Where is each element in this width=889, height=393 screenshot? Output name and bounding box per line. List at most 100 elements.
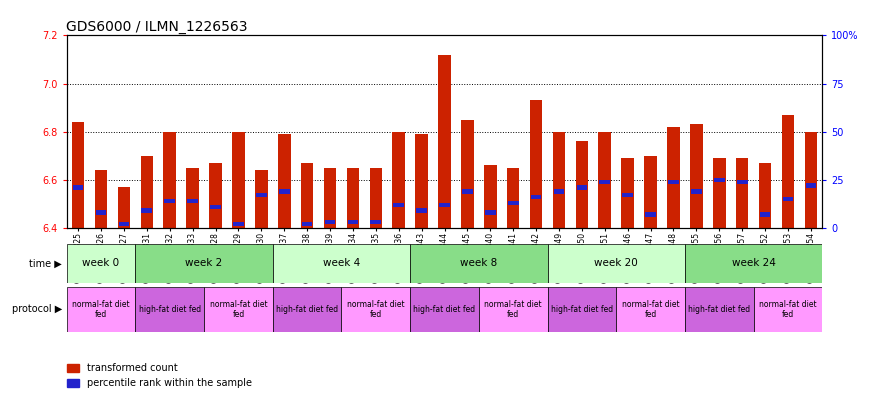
Text: week 2: week 2 bbox=[186, 258, 222, 268]
Bar bbox=[691, 189, 701, 193]
Bar bbox=[187, 168, 199, 228]
Bar bbox=[273, 244, 410, 283]
Bar bbox=[301, 222, 312, 226]
Bar bbox=[73, 185, 84, 190]
Bar bbox=[485, 210, 496, 215]
Bar bbox=[67, 244, 135, 283]
Bar bbox=[210, 205, 220, 209]
Text: high-fat diet fed: high-fat diet fed bbox=[276, 305, 338, 314]
Text: time ▶: time ▶ bbox=[29, 258, 62, 268]
Bar bbox=[645, 212, 656, 217]
Bar bbox=[685, 244, 822, 283]
Bar bbox=[438, 55, 451, 228]
Text: normal-fat diet
fed: normal-fat diet fed bbox=[485, 300, 542, 319]
Bar bbox=[209, 163, 222, 228]
Text: normal-fat diet
fed: normal-fat diet fed bbox=[621, 300, 679, 319]
Bar bbox=[669, 180, 679, 184]
Bar bbox=[140, 156, 153, 228]
Bar bbox=[204, 287, 273, 332]
Bar bbox=[324, 168, 336, 228]
Bar bbox=[577, 185, 588, 190]
Bar bbox=[96, 210, 107, 215]
Bar bbox=[754, 287, 822, 332]
Bar bbox=[554, 189, 565, 193]
Text: week 24: week 24 bbox=[732, 258, 775, 268]
Bar bbox=[645, 156, 657, 228]
Bar bbox=[256, 193, 267, 197]
Text: normal-fat diet
fed: normal-fat diet fed bbox=[210, 300, 268, 319]
Bar bbox=[141, 208, 152, 213]
Bar bbox=[667, 127, 680, 228]
Text: normal-fat diet
fed: normal-fat diet fed bbox=[347, 300, 404, 319]
Bar bbox=[782, 197, 793, 201]
Bar bbox=[805, 184, 816, 188]
Bar bbox=[714, 178, 725, 182]
Bar bbox=[117, 187, 130, 228]
Bar bbox=[255, 170, 268, 228]
Bar bbox=[553, 132, 565, 228]
Bar bbox=[484, 165, 497, 228]
Text: week 4: week 4 bbox=[323, 258, 360, 268]
Bar bbox=[233, 222, 244, 226]
Text: GDS6000 / ILMN_1226563: GDS6000 / ILMN_1226563 bbox=[66, 20, 247, 34]
Text: week 0: week 0 bbox=[83, 258, 120, 268]
Bar bbox=[713, 158, 725, 228]
Bar bbox=[188, 199, 198, 203]
Bar bbox=[164, 199, 175, 203]
Bar bbox=[371, 220, 381, 224]
Bar bbox=[575, 141, 589, 228]
Bar bbox=[416, 208, 427, 213]
Bar bbox=[531, 195, 541, 199]
Bar bbox=[135, 244, 273, 283]
Bar bbox=[118, 222, 129, 226]
Text: protocol ▶: protocol ▶ bbox=[12, 305, 62, 314]
Bar bbox=[348, 220, 358, 224]
Bar bbox=[690, 125, 702, 228]
Bar bbox=[462, 189, 473, 193]
Text: week 8: week 8 bbox=[461, 258, 498, 268]
Bar bbox=[461, 119, 474, 228]
Bar bbox=[548, 287, 616, 332]
Text: normal-fat diet
fed: normal-fat diet fed bbox=[72, 300, 130, 319]
Bar bbox=[300, 163, 314, 228]
Bar bbox=[393, 203, 404, 207]
Bar bbox=[805, 132, 817, 228]
Text: high-fat diet fed: high-fat diet fed bbox=[139, 305, 201, 314]
Text: high-fat diet fed: high-fat diet fed bbox=[551, 305, 613, 314]
Bar bbox=[67, 287, 135, 332]
Bar bbox=[415, 134, 428, 228]
Text: normal-fat diet
fed: normal-fat diet fed bbox=[759, 300, 817, 319]
Bar bbox=[392, 132, 405, 228]
Legend: transformed count, percentile rank within the sample: transformed count, percentile rank withi… bbox=[67, 363, 252, 388]
Bar bbox=[439, 203, 450, 207]
Bar bbox=[616, 287, 685, 332]
Bar bbox=[622, 193, 633, 197]
Bar bbox=[370, 168, 382, 228]
Bar bbox=[341, 287, 410, 332]
Bar bbox=[479, 287, 548, 332]
Bar bbox=[685, 287, 754, 332]
Bar bbox=[279, 189, 290, 193]
Bar bbox=[164, 132, 176, 228]
Bar bbox=[410, 287, 479, 332]
Text: week 20: week 20 bbox=[595, 258, 638, 268]
Bar bbox=[530, 100, 542, 228]
Bar bbox=[736, 158, 749, 228]
Bar bbox=[135, 287, 204, 332]
Text: high-fat diet fed: high-fat diet fed bbox=[413, 305, 476, 314]
Text: high-fat diet fed: high-fat diet fed bbox=[688, 305, 750, 314]
Bar bbox=[548, 244, 685, 283]
Bar bbox=[737, 180, 748, 184]
Bar bbox=[781, 115, 794, 228]
Bar bbox=[507, 168, 519, 228]
Bar bbox=[760, 212, 771, 217]
Bar bbox=[324, 220, 335, 224]
Bar bbox=[95, 170, 108, 228]
Bar bbox=[508, 201, 518, 205]
Bar bbox=[347, 168, 359, 228]
Bar bbox=[232, 132, 244, 228]
Bar bbox=[759, 163, 772, 228]
Bar bbox=[599, 180, 610, 184]
Bar bbox=[598, 132, 611, 228]
Bar bbox=[72, 122, 84, 228]
